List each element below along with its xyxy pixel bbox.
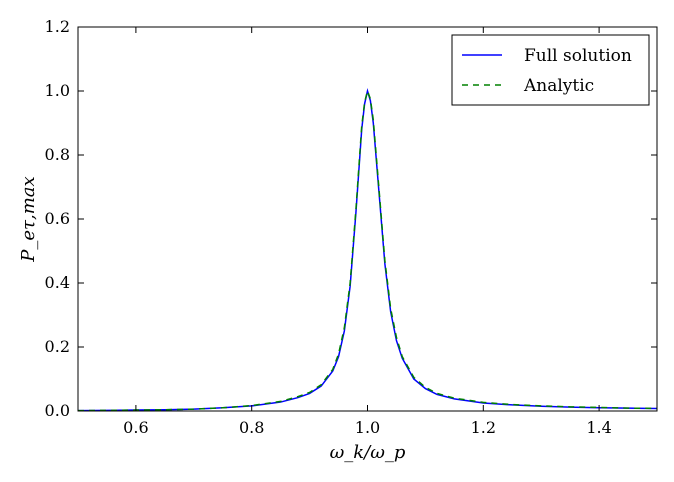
y-tick-label: 0.2: [45, 337, 70, 356]
series-line-full-solution: [77, 88, 658, 412]
x-tick-label: 1.4: [586, 418, 611, 437]
legend-box: [451, 34, 650, 106]
legend: Full solution Analytic: [451, 34, 650, 106]
y-tick-label: 1.0: [45, 81, 70, 100]
y-tick-label: 0.4: [45, 273, 70, 292]
x-tick-label: 0.6: [123, 418, 148, 437]
ticks-layer: 0.6 0.8 1.0 1.2 1.4 0.0 0.2 0.4 0.6 0.8 1.0 1.2: [45, 17, 657, 437]
x-tick-label: 1.2: [471, 418, 496, 437]
series-line-analytic: [77, 88, 658, 412]
x-tick-label: 0.8: [239, 418, 264, 437]
y-tick-label: 0.6: [45, 209, 70, 228]
x-axis-label: ω_k/ω_p: [330, 442, 406, 463]
y-tick-label: 0.8: [45, 145, 70, 164]
legend-label: Full solution: [524, 46, 632, 66]
x-tick-label: 1.0: [355, 418, 380, 437]
y-axis-label: P_eτ,max: [18, 176, 39, 262]
y-tick-label: 1.2: [45, 17, 70, 36]
series-layer: [77, 88, 658, 412]
legend-label: Analytic: [523, 76, 594, 96]
y-tick-label: 0.0: [45, 401, 70, 420]
